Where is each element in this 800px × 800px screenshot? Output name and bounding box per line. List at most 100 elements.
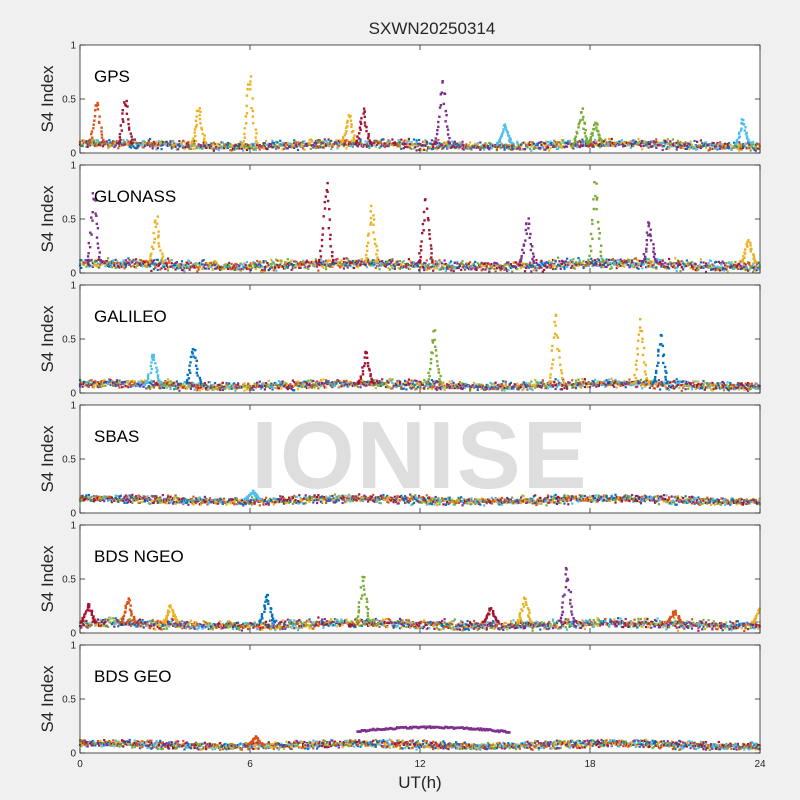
data-point xyxy=(485,383,488,386)
data-point xyxy=(272,382,275,385)
data-point xyxy=(173,144,176,147)
data-point xyxy=(652,144,655,147)
data-point xyxy=(441,147,444,150)
data-point xyxy=(267,264,270,267)
data-point xyxy=(670,145,673,148)
data-point xyxy=(268,143,272,146)
data-point xyxy=(687,142,690,145)
data-point xyxy=(527,143,530,146)
data-point xyxy=(339,139,342,142)
data-point xyxy=(573,137,577,140)
data-point xyxy=(140,259,143,262)
data-point xyxy=(494,386,497,389)
data-point xyxy=(707,143,710,147)
data-point xyxy=(460,262,463,265)
data-point xyxy=(178,266,181,269)
data-point xyxy=(444,267,447,270)
data-point xyxy=(661,145,664,148)
data-point xyxy=(651,265,654,268)
data-point xyxy=(226,263,229,266)
data-point xyxy=(387,139,390,142)
data-point xyxy=(727,147,731,150)
data-point xyxy=(665,147,668,150)
series-scatter xyxy=(78,181,761,273)
data-point xyxy=(478,266,481,269)
data-point xyxy=(288,264,291,267)
data-point xyxy=(674,262,677,265)
data-point xyxy=(594,144,597,147)
data-point xyxy=(475,385,478,388)
data-point xyxy=(564,145,567,148)
data-point xyxy=(265,382,268,385)
data-point xyxy=(126,142,129,146)
data-point xyxy=(321,227,325,230)
data-point xyxy=(600,260,603,263)
data-point xyxy=(266,265,269,269)
data-point xyxy=(512,387,515,390)
data-point xyxy=(108,145,111,148)
data-point xyxy=(421,222,425,226)
data-point xyxy=(304,143,307,146)
data-point xyxy=(123,267,126,270)
data-point xyxy=(657,141,660,144)
data-point xyxy=(182,384,185,387)
data-point xyxy=(529,262,532,265)
data-point xyxy=(629,140,632,143)
data-point xyxy=(272,269,275,272)
data-point xyxy=(305,382,308,385)
data-point xyxy=(624,260,627,263)
data-point xyxy=(309,385,312,388)
data-point xyxy=(331,258,335,262)
data-point xyxy=(378,268,381,271)
data-point xyxy=(369,144,372,148)
data-point xyxy=(226,383,229,386)
data-point xyxy=(328,218,331,221)
data-point xyxy=(192,137,195,140)
data-point xyxy=(117,383,120,386)
data-point xyxy=(415,149,418,152)
data-point xyxy=(395,382,398,385)
data-point xyxy=(540,141,543,144)
data-point xyxy=(660,144,663,147)
data-point xyxy=(457,383,460,386)
data-point xyxy=(296,142,300,145)
data-point xyxy=(438,268,441,271)
data-point xyxy=(340,263,343,266)
data-point xyxy=(411,261,414,264)
data-point xyxy=(412,384,416,387)
data-point xyxy=(558,141,561,144)
data-point xyxy=(358,126,362,129)
data-point xyxy=(199,122,202,125)
data-point xyxy=(224,145,227,148)
data-point xyxy=(497,264,500,267)
data-point xyxy=(95,384,98,387)
data-point xyxy=(407,382,410,385)
data-point xyxy=(92,380,96,383)
data-point xyxy=(121,118,124,121)
data-point xyxy=(449,146,453,149)
data-point xyxy=(95,214,98,217)
data-point xyxy=(107,257,110,260)
data-point xyxy=(504,263,507,266)
data-point xyxy=(382,263,385,266)
data-point xyxy=(404,139,407,142)
data-point xyxy=(214,267,217,270)
data-point xyxy=(291,267,294,270)
data-point xyxy=(631,259,634,262)
data-point xyxy=(90,383,93,386)
data-point xyxy=(735,138,739,142)
data-point xyxy=(94,380,97,383)
data-point xyxy=(316,265,319,268)
data-point xyxy=(238,143,241,146)
data-point xyxy=(631,145,634,148)
data-point xyxy=(207,143,210,147)
data-point xyxy=(567,381,570,384)
data-point xyxy=(376,259,379,262)
data-point xyxy=(121,112,124,115)
data-point xyxy=(327,144,330,147)
data-point xyxy=(576,384,579,387)
data-point xyxy=(401,261,404,264)
data-point xyxy=(109,141,112,144)
data-point xyxy=(481,143,484,146)
